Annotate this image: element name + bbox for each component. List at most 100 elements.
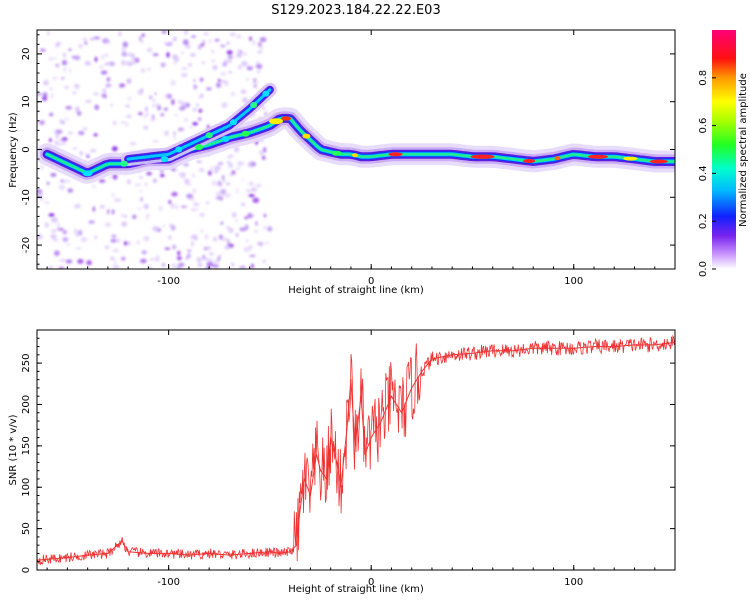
noise-speck [75,233,79,237]
noise-speck [73,228,78,235]
noise-speck [72,91,77,95]
snr-point [289,551,291,553]
noise-speck [237,161,245,166]
noise-speck [184,162,190,167]
noise-speck [236,167,240,170]
noise-speck [121,51,128,57]
noise-speck [147,67,151,71]
noise-speck [146,112,149,117]
noise-speck [78,130,85,136]
noise-speck [76,110,82,116]
noise-speck [192,108,197,112]
snr-point [431,358,433,360]
noise-speck [220,188,227,193]
noise-speck [262,260,267,263]
noise-speck [84,152,91,155]
noise-speck [48,56,53,62]
ridge-hotspot [470,154,495,159]
secondary-ridge-hotspot [205,132,213,139]
noise-speck [80,150,83,156]
noise-speck [218,234,223,240]
noise-speck [37,192,43,199]
noise-speck [191,241,194,247]
noise-speck [253,78,257,82]
noise-speck [240,89,247,94]
snr-point [303,478,305,480]
noise-speck [93,133,98,137]
noise-speck [241,202,246,207]
snr-point [107,552,109,555]
noise-speck [39,48,46,52]
noise-speck [224,245,231,250]
snr-panel: -100 0 100 0 50 100 150 200 250 Height of straig… [8,329,676,595]
noise-speck [146,213,150,218]
noise-speck [193,79,196,82]
noise-speck [242,97,249,103]
snr-point [492,350,494,352]
noise-speck [82,37,88,41]
noise-speck [45,78,48,83]
noise-speck [264,241,271,244]
noise-speck [43,201,50,204]
noise-speck [65,107,73,111]
noise-speck [128,96,132,101]
noise-speck [59,138,65,142]
noise-speck [236,52,243,58]
noise-speck [215,196,223,200]
noise-speck [164,41,167,46]
noise-speck [55,41,62,46]
noise-speck [203,31,209,36]
noise-speck [185,43,191,49]
noise-speck [92,206,96,212]
noise-speck [163,107,168,111]
noise-speck [52,238,59,242]
noise-speck [237,64,243,70]
noise-speck [200,43,205,47]
noise-speck [227,58,232,64]
noise-speck [239,265,247,269]
noise-speck [62,230,67,235]
noise-speck [152,104,155,108]
snr-point [279,552,281,555]
ridge-hotspot [352,153,358,158]
noise-speck [206,201,210,205]
snr-point [87,554,89,556]
noise-speck [118,31,122,37]
noise-speck [104,53,108,57]
noise-speck [146,171,153,176]
noise-speck [100,70,108,75]
noise-speck [235,34,242,39]
noise-speck [139,190,143,193]
noise-speck [77,259,84,264]
noise-speck [60,179,65,183]
noise-speck [119,83,126,88]
noise-speck [125,115,132,118]
noise-speck [180,73,188,78]
snr-point [390,395,392,397]
noise-speck [61,77,65,80]
snr-point [208,552,210,555]
ridge-hotspot [588,154,608,159]
noise-speck [181,51,184,55]
noise-speck [254,229,258,234]
noise-speck [55,133,59,140]
noise-speck [188,197,196,201]
noise-speck [214,165,222,171]
figure-title: S129.2023.184.22.22.E03 [271,3,440,18]
snr-x-tick-label: 100 [564,577,583,588]
noise-speck [102,88,107,94]
noise-speck [59,118,63,124]
noise-speck [206,87,212,91]
noise-speck [256,184,262,187]
noise-speck [237,49,242,54]
noise-speck [231,170,236,175]
snr-point [299,507,301,509]
noise-speck [202,255,206,259]
noise-speck [126,179,131,185]
noise-speck [58,266,65,269]
noise-speck [253,84,257,88]
snr-point [66,557,68,559]
noise-speck [211,59,216,63]
ridge-hotspot [623,156,638,161]
noise-speck [127,241,131,246]
